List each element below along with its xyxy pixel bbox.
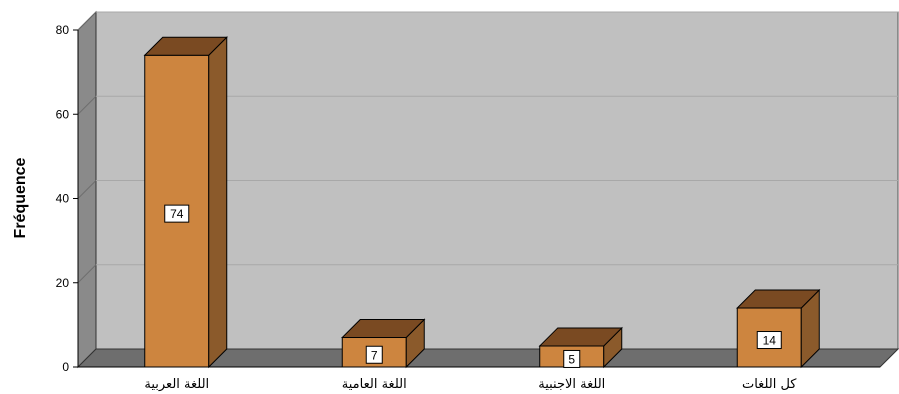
gridline-side <box>77 95 97 115</box>
y-tick-label: 60 <box>56 107 70 121</box>
data-label-box <box>365 345 383 364</box>
data-label-box <box>164 204 190 223</box>
gridline-side <box>77 264 97 284</box>
bar-top <box>143 36 228 56</box>
y-axis-label: Fréquence <box>12 157 29 238</box>
y-tick-label: 0 <box>62 360 69 374</box>
x-category-label: اللغة الاجنبية <box>538 377 605 392</box>
data-label-box <box>756 331 782 350</box>
data-label: 14 <box>763 334 777 348</box>
x-category-label: اللغة العربية <box>144 377 209 392</box>
gridlines <box>77 11 898 284</box>
y-tick-label: 40 <box>56 192 70 206</box>
bar-top <box>736 289 821 309</box>
data-label-box <box>563 349 581 368</box>
data-label: 7 <box>371 348 378 362</box>
bars: 74 7 5 14 <box>143 36 821 369</box>
x-axis-labels: اللغة العربية اللغة العامية اللغة الاجنبية… <box>144 377 797 392</box>
x-category-label: اللغة العامية <box>342 377 407 392</box>
gridline-side <box>77 11 97 31</box>
x-category-label: كل اللغات <box>742 377 797 392</box>
data-label: 5 <box>568 352 575 366</box>
y-tick-label: 20 <box>56 276 70 290</box>
bar-top <box>341 319 426 339</box>
y-tick-label: 80 <box>56 23 70 37</box>
bar-side <box>208 36 228 369</box>
gridline-side <box>77 180 97 199</box>
data-label: 74 <box>170 207 184 221</box>
bar-top <box>538 327 623 347</box>
